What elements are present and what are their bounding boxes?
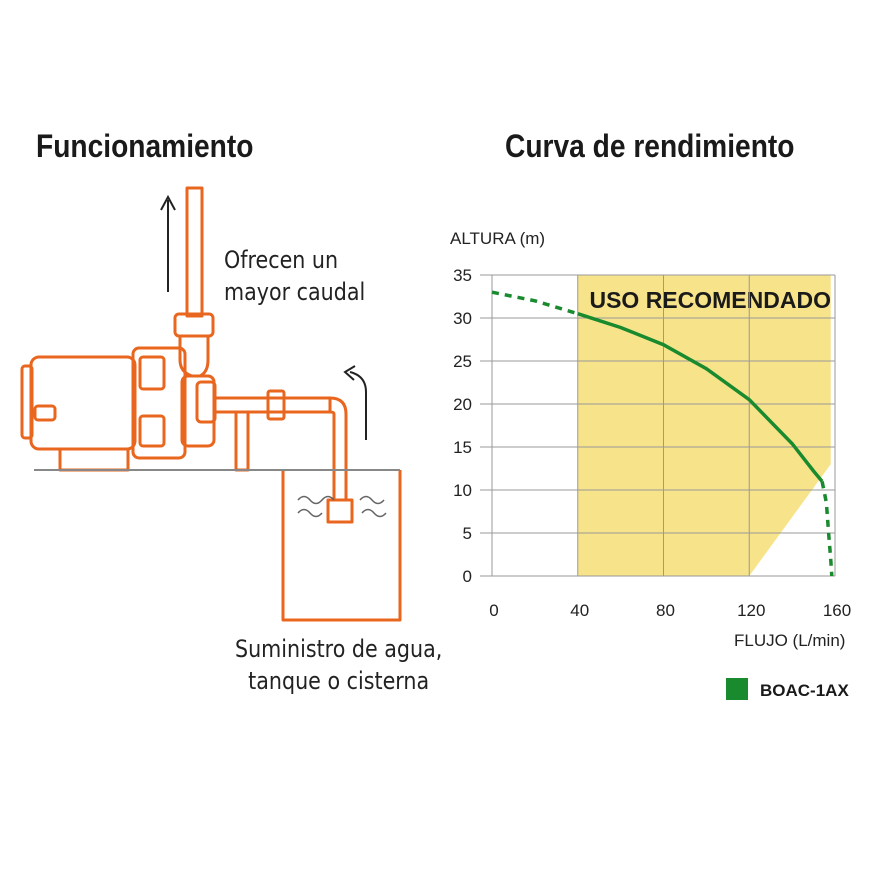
x-axis-label: FLUJO (L/min) xyxy=(734,631,845,650)
curve-dashed-start xyxy=(491,290,579,316)
y-tick-label: 10 xyxy=(453,481,472,500)
x-tick-label: 40 xyxy=(570,601,589,620)
recommended-zone xyxy=(577,275,831,576)
x-tick-label: 0 xyxy=(489,601,498,620)
recommended-zone-label: USO RECOMENDADO xyxy=(589,287,831,313)
y-tick-label: 35 xyxy=(453,266,472,285)
legend-label: BOAC-1AX xyxy=(760,681,849,700)
caption-supply: Suministro de agua, tanque o cisterna xyxy=(235,633,442,697)
caption-supply-line-1: Suministro de agua, xyxy=(235,635,443,663)
foot-valve xyxy=(326,498,354,524)
y-tick-label: 0 xyxy=(463,567,472,586)
x-tick-label: 160 xyxy=(823,601,851,620)
caption-flow-line-1: Ofrecen un xyxy=(224,246,339,274)
suction-pipe xyxy=(212,396,332,414)
x-tick-label: 80 xyxy=(656,601,675,620)
y-tick-label: 15 xyxy=(453,438,472,457)
water-waves xyxy=(297,495,387,518)
y-tick-label: 5 xyxy=(463,524,472,543)
caption-flow-line-2: mayor caudal xyxy=(224,278,366,306)
legend-swatch xyxy=(726,678,748,700)
y-axis-label: ALTURA (m) xyxy=(450,229,545,248)
tank xyxy=(281,470,402,622)
curved-arrow-icon xyxy=(343,365,356,381)
y-tick-label: 20 xyxy=(453,395,472,414)
discharge-pipe xyxy=(185,186,204,318)
curved-arrow-shaft xyxy=(349,371,367,440)
chart-title: Curva de rendimiento xyxy=(505,128,795,164)
up-arrow-icon xyxy=(160,194,176,211)
curve-dashed-end xyxy=(820,481,834,577)
caption-flow: Ofrecen un mayor caudal xyxy=(224,244,365,308)
pipe-coupling xyxy=(173,312,215,338)
x-tick-label: 120 xyxy=(737,601,765,620)
pump-housing xyxy=(131,346,187,460)
pump-illustration xyxy=(20,186,402,622)
y-tick-label: 25 xyxy=(453,352,472,371)
y-tick-label: 30 xyxy=(453,309,472,328)
curve-series-boac-1ax xyxy=(577,312,824,483)
diagram-title: Funcionamiento xyxy=(36,128,254,164)
caption-supply-line-2: tanque o cisterna xyxy=(248,667,430,695)
